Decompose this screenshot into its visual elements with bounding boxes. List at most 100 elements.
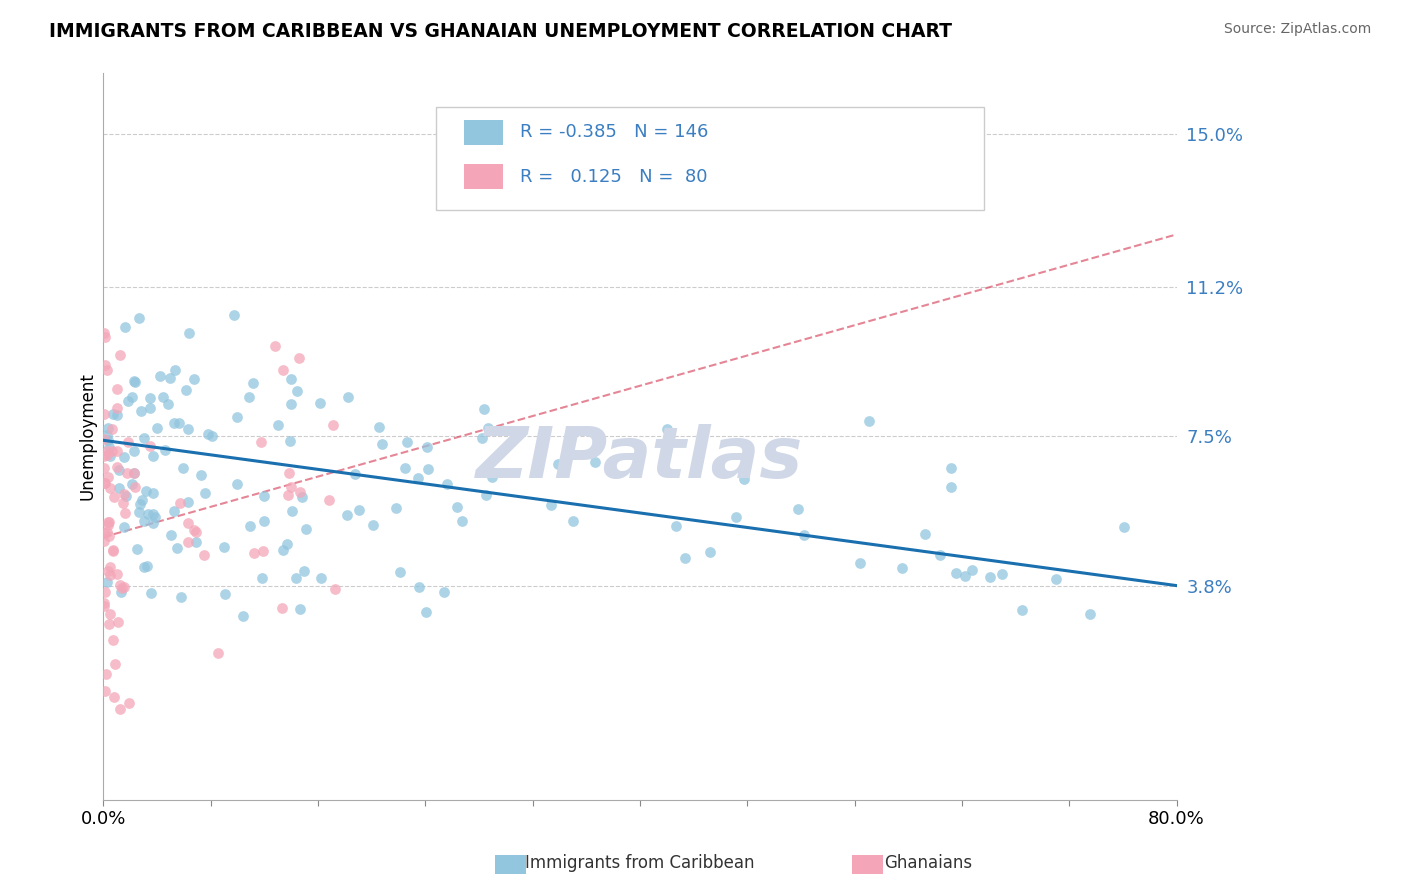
Point [105, 444, 128, 458]
Point [135, 558, 157, 573]
Point [177, 422, 200, 436]
Point [371, 436, 394, 450]
Point [159, 371, 181, 385]
Point [112, 495, 135, 509]
Point [163, 416, 186, 430]
Point [132, 559, 155, 574]
Point [114, 319, 136, 334]
Point [138, 439, 160, 453]
Point [309, 395, 332, 409]
Point [278, 466, 301, 480]
Point [388, 565, 411, 579]
Point [93, 596, 115, 610]
Point [396, 435, 419, 450]
Text: Ghanaians: Ghanaians [884, 855, 972, 872]
Point [239, 519, 262, 533]
Point [665, 519, 688, 533]
Point [93, 476, 115, 491]
Point [128, 505, 150, 519]
Point [174, 383, 197, 397]
Point [929, 548, 952, 562]
Point [97, 564, 120, 578]
Point [194, 485, 217, 500]
Point [343, 467, 366, 481]
Point [263, 339, 285, 353]
Point [1078, 607, 1101, 621]
Point [108, 348, 131, 362]
Point [193, 548, 215, 562]
Point [97, 441, 120, 455]
Point [285, 384, 308, 398]
Point [979, 569, 1001, 583]
Point [105, 459, 128, 474]
Point [93, 450, 115, 464]
Point [131, 493, 153, 508]
Point [337, 390, 360, 404]
Point [249, 435, 271, 450]
Point [93, 461, 115, 475]
Point [280, 397, 302, 411]
Point [290, 601, 312, 615]
Point [129, 404, 152, 418]
Point [159, 528, 181, 542]
Point [100, 481, 122, 495]
Point [179, 326, 201, 340]
Point [98, 617, 121, 632]
Point [152, 390, 174, 404]
Point [433, 585, 456, 599]
Point [107, 463, 129, 477]
Point [242, 376, 264, 390]
Point [101, 444, 124, 458]
Point [214, 587, 236, 601]
Point [941, 460, 963, 475]
Point [138, 391, 160, 405]
Point [384, 500, 406, 515]
Point [280, 434, 302, 448]
Point [138, 507, 160, 521]
Point [122, 444, 145, 458]
Point [848, 556, 870, 570]
Point [416, 461, 439, 475]
Point [105, 382, 128, 396]
Point [336, 508, 359, 522]
Point [655, 422, 678, 436]
Text: R = -0.385   N = 146: R = -0.385 N = 146 [520, 123, 709, 141]
Point [277, 487, 299, 501]
Point [156, 396, 179, 410]
Point [93, 408, 115, 422]
Point [177, 495, 200, 509]
Point [962, 563, 984, 577]
Point [734, 472, 756, 486]
Point [93, 432, 115, 446]
Point [177, 516, 200, 530]
Point [891, 561, 914, 575]
Point [225, 477, 247, 491]
Point [101, 543, 124, 558]
Point [122, 374, 145, 388]
Point [323, 582, 346, 597]
Point [105, 401, 128, 415]
Point [124, 466, 146, 480]
Point [294, 522, 316, 536]
Point [97, 421, 120, 435]
Point [250, 571, 273, 585]
Point [94, 585, 117, 599]
Point [953, 569, 976, 583]
Point [94, 330, 117, 344]
Point [281, 504, 304, 518]
Point [238, 390, 260, 404]
Point [93, 526, 115, 541]
Point [117, 696, 139, 710]
Text: IMMIGRANTS FROM CARIBBEAN VS GHANAIAN UNEMPLOYMENT CORRELATION CHART: IMMIGRANTS FROM CARIBBEAN VS GHANAIAN UN… [49, 22, 952, 41]
Point [107, 615, 129, 629]
Point [288, 351, 311, 366]
Text: Immigrants from Caribbean: Immigrants from Caribbean [524, 855, 755, 872]
Point [271, 542, 294, 557]
Text: ZIPatlas: ZIPatlas [477, 424, 804, 492]
Point [361, 517, 384, 532]
Point [436, 477, 458, 491]
Point [141, 585, 163, 599]
Point [291, 490, 314, 504]
Point [197, 426, 219, 441]
Point [96, 667, 118, 681]
